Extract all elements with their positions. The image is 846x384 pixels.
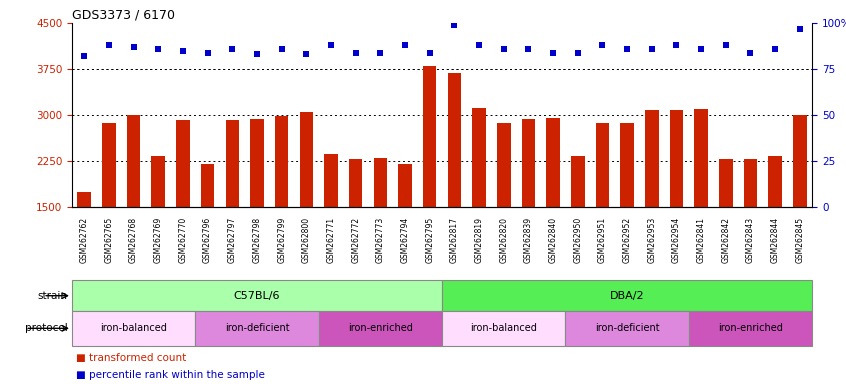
- Point: [102, 42, 116, 48]
- Point: [151, 46, 165, 52]
- Point: [793, 25, 806, 31]
- Text: iron-balanced: iron-balanced: [100, 323, 167, 333]
- Bar: [547, 118, 560, 300]
- Bar: [645, 110, 658, 300]
- Point: [324, 42, 338, 48]
- Text: GDS3373 / 6170: GDS3373 / 6170: [72, 9, 175, 22]
- Bar: [768, 156, 782, 300]
- Bar: [571, 156, 585, 300]
- Bar: [324, 154, 338, 300]
- Bar: [793, 115, 806, 300]
- Text: strain: strain: [38, 291, 68, 301]
- Bar: [689, 311, 812, 346]
- Point: [275, 46, 288, 52]
- Text: protocol: protocol: [25, 323, 68, 333]
- Point: [423, 50, 437, 56]
- Point: [744, 50, 757, 56]
- Point: [768, 46, 782, 52]
- Bar: [195, 311, 319, 346]
- Bar: [72, 311, 195, 346]
- Bar: [670, 110, 684, 300]
- Bar: [299, 111, 313, 300]
- Bar: [744, 159, 757, 300]
- Point: [398, 42, 412, 48]
- Point: [226, 46, 239, 52]
- Bar: [497, 123, 510, 300]
- Point: [299, 51, 313, 58]
- Bar: [448, 73, 461, 300]
- Point: [448, 22, 461, 28]
- Text: iron-deficient: iron-deficient: [595, 323, 659, 333]
- Bar: [695, 109, 708, 300]
- Point: [78, 53, 91, 59]
- Bar: [151, 156, 165, 300]
- Bar: [72, 280, 442, 311]
- Point: [547, 50, 560, 56]
- Point: [497, 46, 510, 52]
- Bar: [78, 192, 91, 300]
- Text: ■ percentile rank within the sample: ■ percentile rank within the sample: [76, 370, 265, 380]
- Point: [695, 46, 708, 52]
- Bar: [374, 157, 387, 300]
- Bar: [349, 159, 362, 300]
- Bar: [596, 123, 609, 300]
- Point: [472, 42, 486, 48]
- Bar: [176, 120, 190, 300]
- Bar: [398, 164, 412, 300]
- Point: [349, 50, 362, 56]
- Point: [719, 42, 733, 48]
- Bar: [250, 119, 264, 300]
- Text: iron-enriched: iron-enriched: [718, 323, 783, 333]
- Bar: [423, 66, 437, 300]
- Bar: [201, 164, 214, 300]
- Bar: [522, 119, 536, 300]
- Bar: [442, 311, 565, 346]
- Bar: [275, 116, 288, 300]
- Bar: [442, 280, 812, 311]
- Text: ■ transformed count: ■ transformed count: [76, 353, 186, 363]
- Point: [127, 44, 140, 50]
- Bar: [319, 311, 442, 346]
- Point: [522, 46, 536, 52]
- Text: iron-deficient: iron-deficient: [225, 323, 289, 333]
- Point: [620, 46, 634, 52]
- Text: C57BL/6: C57BL/6: [233, 291, 280, 301]
- Bar: [226, 120, 239, 300]
- Point: [645, 46, 658, 52]
- Bar: [127, 115, 140, 300]
- Point: [176, 48, 190, 54]
- Point: [596, 42, 609, 48]
- Bar: [472, 108, 486, 300]
- Text: iron-enriched: iron-enriched: [348, 323, 413, 333]
- Point: [374, 50, 387, 56]
- Bar: [565, 311, 689, 346]
- Point: [250, 51, 264, 58]
- Point: [571, 50, 585, 56]
- Text: DBA/2: DBA/2: [610, 291, 645, 301]
- Bar: [102, 123, 116, 300]
- Point: [670, 42, 684, 48]
- Text: iron-balanced: iron-balanced: [470, 323, 537, 333]
- Bar: [620, 123, 634, 300]
- Point: [201, 50, 214, 56]
- Bar: [719, 159, 733, 300]
